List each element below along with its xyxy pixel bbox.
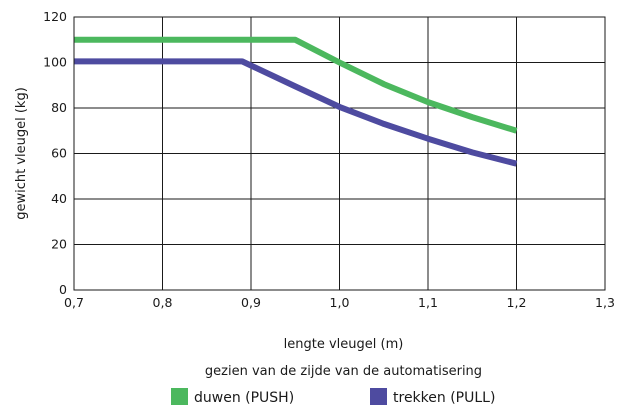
y-tick-label: 0 bbox=[59, 282, 67, 297]
x-tick-label: 0,9 bbox=[241, 295, 261, 310]
legend: duwen (PUSH) trekken (PULL) bbox=[171, 388, 495, 406]
legend-swatch-1 bbox=[370, 388, 387, 405]
series-lines bbox=[74, 36, 518, 167]
y-tick-label: 60 bbox=[51, 146, 67, 161]
x-tick-label: 0,8 bbox=[153, 295, 173, 310]
y-tick-label: 120 bbox=[43, 9, 67, 24]
series-line-1 bbox=[74, 58, 518, 167]
series-line-0 bbox=[74, 36, 518, 134]
y-tick-label: 40 bbox=[51, 191, 67, 206]
legend-label-0: duwen (PUSH) bbox=[194, 390, 294, 406]
legend-swatch-0 bbox=[171, 388, 188, 405]
x-axis-label: lengte vleugel (m) bbox=[284, 337, 404, 352]
y-tick-labels: 0 20 40 60 80 100 120 bbox=[43, 9, 67, 297]
x-tick-label: 0,7 bbox=[64, 295, 84, 310]
y-axis-label: gewicht vleugel (kg) bbox=[14, 87, 29, 220]
chart-subtitle: gezien van de zijde van de automatiserin… bbox=[205, 364, 482, 379]
x-tick-labels: 0,7 0,8 0,9 1,0 1,1 1,2 1,3 bbox=[64, 295, 615, 310]
x-tick-label: 1,2 bbox=[507, 295, 527, 310]
y-tick-label: 80 bbox=[51, 100, 67, 115]
y-tick-label: 20 bbox=[51, 237, 67, 252]
grid bbox=[73, 16, 606, 291]
x-tick-label: 1,0 bbox=[330, 295, 350, 310]
x-tick-label: 1,3 bbox=[595, 295, 615, 310]
plot-frame bbox=[73, 16, 606, 291]
y-tick-label: 100 bbox=[43, 55, 67, 70]
x-tick-label: 1,1 bbox=[418, 295, 438, 310]
legend-label-1: trekken (PULL) bbox=[393, 390, 495, 406]
